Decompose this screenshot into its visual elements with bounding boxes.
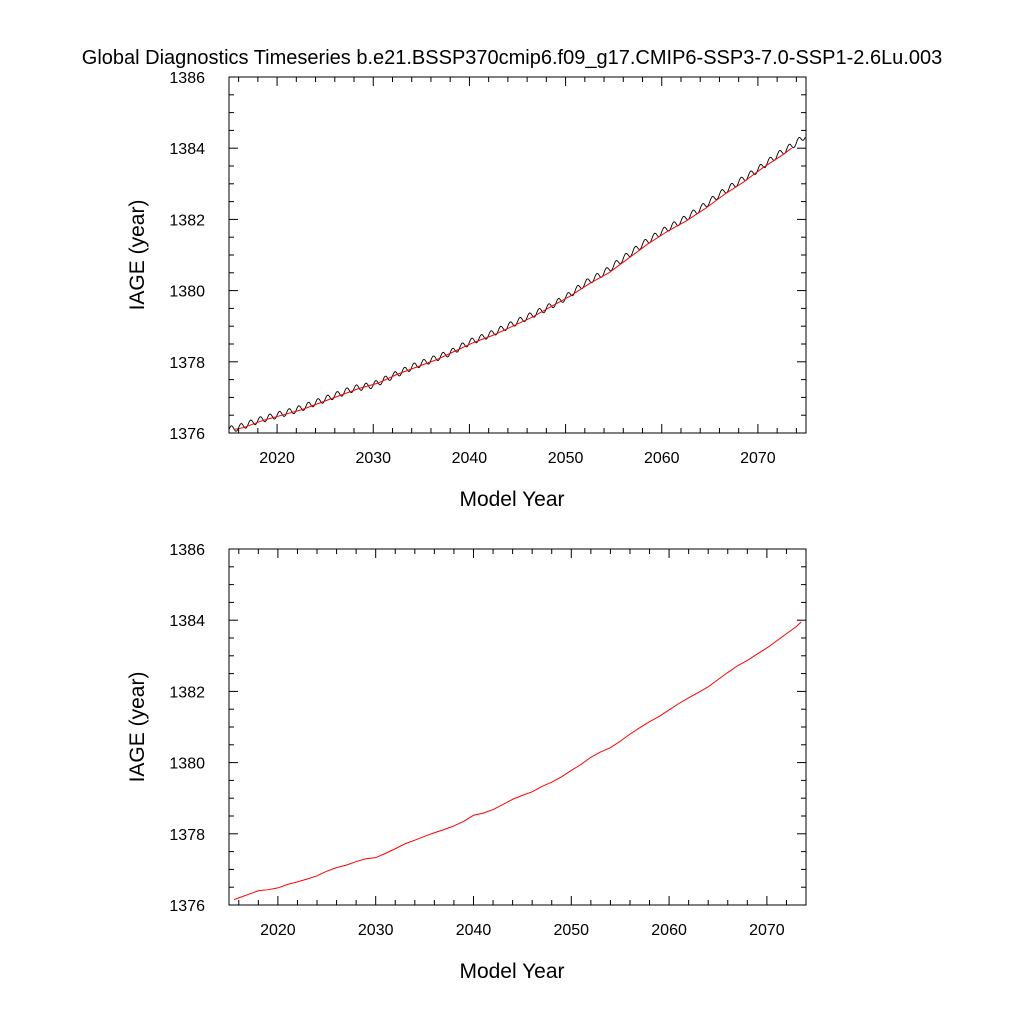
panel-top-y-axis-label: IAGE (year) bbox=[126, 200, 149, 311]
panel-top-x-tick-label: 2050 bbox=[548, 450, 584, 467]
panel-top-x-axis-label: Model Year bbox=[459, 488, 564, 511]
panel-bottom-x-tick-label: 2050 bbox=[553, 922, 589, 939]
panel-top-tick-labels: 2020 2030 2040 2050 2060 2070 1376 1378 1380 1382… bbox=[169, 70, 775, 467]
panel-top-x-tick-label: 2030 bbox=[355, 450, 391, 467]
panel-top-y-tick-label: 1382 bbox=[169, 212, 205, 229]
figure-title: Global Diagnostics Timeseries b.e21.BSSP… bbox=[82, 47, 942, 69]
panel-bottom-x-tick-label: 2070 bbox=[749, 922, 785, 939]
panel-bottom-y-axis-label: IAGE (year) bbox=[126, 672, 149, 783]
panel-bottom-frame bbox=[228, 548, 807, 906]
panel-bottom-y-tick-label: 1378 bbox=[169, 827, 205, 844]
panel-bottom-series-annual-line bbox=[233, 621, 802, 901]
panel-bottom-x-axis-label: Model Year bbox=[459, 960, 564, 983]
panel-top: 2020 2030 2040 2050 2060 2070 1376 1378 1380 1382… bbox=[126, 70, 807, 511]
panel-bottom-y-tick-label: 1384 bbox=[169, 613, 205, 630]
panel-top-y-tick-label: 1386 bbox=[169, 70, 205, 87]
panel-top-lines bbox=[228, 136, 806, 432]
panel-top-y-tick-label: 1384 bbox=[169, 141, 205, 158]
panel-bottom-ticks bbox=[229, 548, 807, 906]
panel-top-x-tick-label: 2020 bbox=[259, 450, 295, 467]
panel-bottom-y-tick-label: 1382 bbox=[169, 684, 205, 701]
panel-top-x-tick-label: 2040 bbox=[452, 450, 488, 467]
panel-bottom-y-tick-label: 1386 bbox=[169, 542, 205, 559]
panel-top-x-tick-label: 2060 bbox=[644, 450, 680, 467]
panel-top-x-tick-label: 2070 bbox=[740, 450, 776, 467]
panel-top-y-tick-label: 1376 bbox=[169, 426, 205, 443]
panel-bottom-x-tick-label: 2040 bbox=[456, 922, 492, 939]
panel-bottom-x-tick-label: 2060 bbox=[651, 922, 687, 939]
panel-top-ticks bbox=[229, 76, 806, 434]
panel-bottom-x-tick-label: 2020 bbox=[260, 922, 296, 939]
panel-bottom-x-tick-label: 2030 bbox=[358, 922, 394, 939]
panel-bottom-y-tick-label: 1380 bbox=[169, 756, 205, 773]
panel-top-series-annual-line bbox=[233, 147, 792, 430]
panel-bottom-lines bbox=[233, 621, 802, 901]
panel-bottom-y-tick-label: 1376 bbox=[169, 898, 205, 915]
panel-top-y-tick-label: 1378 bbox=[169, 355, 205, 372]
panel-bottom-tick-labels: 2020 2030 2040 2050 2060 2070 1376 1378 1380 1382… bbox=[169, 542, 784, 939]
panel-top-series-monthly-seasonal-line bbox=[228, 136, 806, 432]
panel-top-frame bbox=[228, 76, 807, 434]
panel-bottom: 2020 2030 2040 2050 2060 2070 1376 1378 1380 1382… bbox=[126, 542, 807, 983]
panel-top-y-tick-label: 1380 bbox=[169, 284, 205, 301]
